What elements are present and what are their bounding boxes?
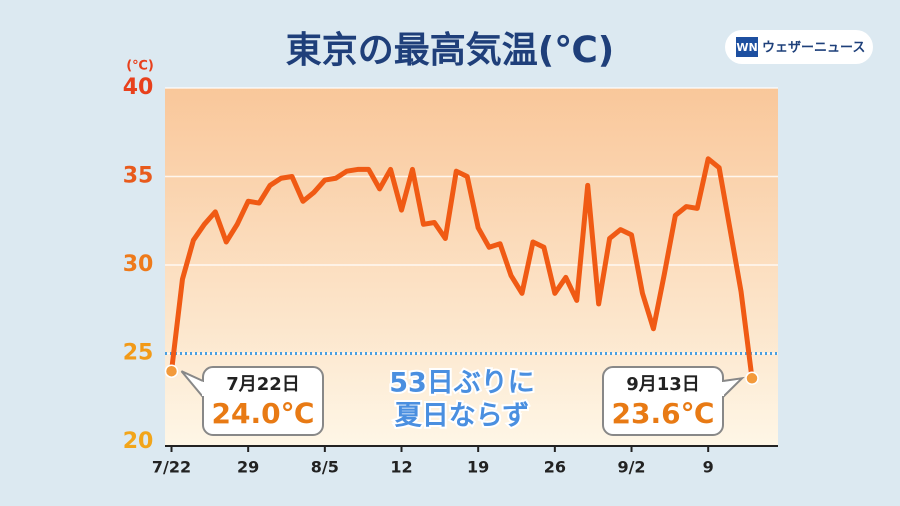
y-tick-label: 20 — [123, 429, 154, 454]
y-tick-label: 25 — [123, 341, 154, 366]
x-tick-label: 8/5 — [311, 458, 339, 477]
x-tick-label: 9 — [703, 458, 714, 477]
callout-box — [202, 366, 324, 436]
x-tick-label: 12 — [390, 458, 412, 477]
chart-title: 東京の最高気温(℃) — [286, 29, 615, 71]
callout-value: 23.6℃ — [612, 397, 715, 430]
end-point — [164, 364, 179, 378]
callout-tip — [180, 370, 204, 398]
callout-cover — [202, 382, 205, 396]
brand-name: ウェザーニュース — [762, 41, 865, 56]
x-tick-label: 26 — [544, 458, 566, 477]
callout-date: 7月22日 — [226, 374, 300, 395]
y-tick-label: 40 — [123, 75, 154, 100]
end-point — [745, 371, 759, 386]
y-tick-label: 30 — [123, 252, 154, 277]
callout-cover — [721, 382, 724, 396]
line — [169, 156, 755, 379]
y-tick-label: 35 — [123, 164, 154, 189]
x-tick-label: 29 — [237, 458, 259, 477]
callout-value: 24.0℃ — [212, 397, 315, 430]
x-tick-label: 7/22 — [152, 458, 191, 477]
logo-mark — [736, 37, 758, 57]
logo-badge — [725, 30, 873, 64]
x-tick-label: 19 — [467, 458, 489, 477]
callout-date: 9月13日 — [626, 374, 700, 395]
note: 53日ぶりに — [389, 368, 535, 399]
callout-tip — [722, 376, 745, 398]
y-unit: (℃) — [126, 59, 154, 74]
x-tick-label: 9/2 — [617, 458, 645, 477]
logo-text: WN — [736, 41, 757, 54]
note: 夏日ならず — [395, 401, 529, 432]
callout-box — [602, 366, 724, 436]
